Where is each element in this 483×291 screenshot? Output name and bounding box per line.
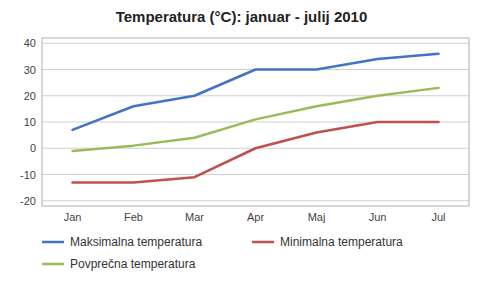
plot-frame <box>42 38 469 206</box>
grid-line <box>42 43 469 44</box>
series-line <box>73 122 439 182</box>
x-tick-label: Mar <box>185 211 204 223</box>
x-tick-label: Maj <box>308 211 326 223</box>
y-tick-label: 30 <box>24 64 36 76</box>
legend-swatch <box>252 241 274 244</box>
y-tick-label: -20 <box>20 195 36 207</box>
series-line <box>73 88 439 151</box>
x-axis: Jan Feb Mar Apr Maj Jun Jul <box>64 211 446 223</box>
x-tick-label: Jun <box>369 211 387 223</box>
x-tick-label: Apr <box>247 211 264 223</box>
legend-label: Povprečna temperatura <box>70 257 196 271</box>
chart-container: Temperatura (°C): januar - julij 2010 -20… <box>0 0 483 291</box>
y-tick-label: 0 <box>30 142 36 154</box>
y-tick-label: -10 <box>20 169 36 181</box>
grid-line <box>42 174 469 175</box>
y-tick-label: 40 <box>24 37 36 49</box>
y-tick-label: 10 <box>24 116 36 128</box>
legend-label: Maksimalna temperatura <box>70 235 202 249</box>
grid-line <box>42 95 469 96</box>
series-group <box>73 54 439 183</box>
y-axis: -20 -10 0 10 20 30 40 <box>20 37 469 207</box>
legend-label: Minimalna temperatura <box>280 235 403 249</box>
x-tick-label: Jan <box>64 211 82 223</box>
x-tick-label: Feb <box>124 211 143 223</box>
chart-title: Temperatura (°C): januar - julij 2010 <box>116 8 368 25</box>
x-tick-label: Jul <box>431 211 445 223</box>
chart-svg: Temperatura (°C): januar - julij 2010 -20… <box>0 0 483 291</box>
legend: Maksimalna temperatura Minimalna temperat… <box>42 235 403 271</box>
legend-swatch <box>42 241 64 244</box>
grid-line <box>42 200 469 201</box>
y-tick-label: 20 <box>24 90 36 102</box>
legend-swatch <box>42 263 64 266</box>
